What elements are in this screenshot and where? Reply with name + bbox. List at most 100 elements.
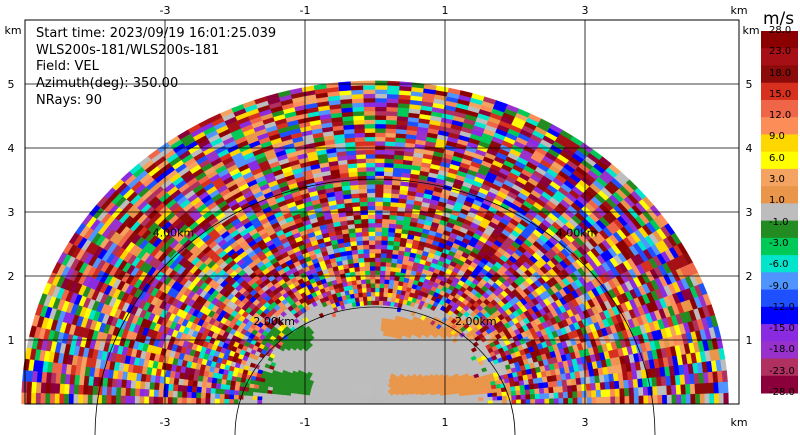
radar-cell (487, 399, 493, 405)
radar-cell (487, 396, 494, 401)
radar-cell (364, 140, 376, 146)
radar-cell (365, 149, 376, 155)
radar-cell (357, 257, 365, 263)
radar-cell (389, 210, 398, 216)
radar-cell (604, 381, 611, 390)
radar-cell (377, 321, 382, 327)
radar-cell (364, 265, 371, 271)
radar-cell (643, 395, 649, 405)
radar-cell (539, 398, 545, 405)
radar-cell (571, 384, 578, 392)
radar-cell (483, 400, 489, 405)
radar-cell (384, 149, 395, 155)
radar-cell (376, 343, 380, 349)
radar-cell (501, 395, 508, 401)
radar-cell (599, 381, 606, 390)
radar-cell (562, 391, 569, 399)
radar-cell (596, 396, 602, 405)
radar-cell (374, 192, 384, 198)
radar-cell (525, 393, 531, 400)
radar-cell (661, 385, 668, 396)
radar-cell (572, 397, 578, 405)
radar-cell (652, 385, 658, 396)
radar-cell (386, 97, 399, 104)
radar-cell (366, 188, 376, 194)
radar-cell (379, 278, 385, 284)
radar-cell (366, 296, 372, 302)
radar-cell (528, 383, 535, 390)
radar-cell (374, 278, 381, 284)
radar-cell (362, 240, 370, 246)
radar-cell (367, 313, 372, 319)
radar-cell (374, 313, 379, 319)
radar-cell (666, 394, 673, 405)
radar-cell (377, 326, 382, 332)
radar-cell (368, 326, 373, 332)
radar-cell (464, 397, 470, 402)
radar-cell (359, 270, 366, 276)
radar-cell (689, 383, 696, 395)
radar-cell (391, 180, 401, 186)
radar-cell (367, 222, 376, 228)
radar-cell (390, 193, 400, 199)
radar-cell (590, 382, 597, 391)
radar-cell (511, 399, 517, 405)
radar-cell (534, 393, 541, 400)
radar-cell (362, 80, 376, 86)
radar-cell (365, 171, 376, 176)
radar-cell (355, 231, 363, 238)
radar-cell (553, 392, 559, 399)
radar-cell (374, 227, 382, 232)
radar-cell (374, 140, 386, 146)
radar-cell (381, 218, 390, 224)
radar-cell (358, 197, 368, 203)
radar-cell (638, 395, 644, 405)
radar-cell (351, 197, 360, 203)
radar-cell (382, 296, 388, 302)
radar-cell (385, 257, 393, 263)
radar-cell (552, 386, 559, 393)
radar-cell (363, 119, 376, 125)
radar-cell (354, 141, 366, 147)
radar-cell (721, 369, 728, 383)
radar-cell (374, 205, 383, 211)
radar-cell (385, 115, 398, 121)
radar-cell (374, 171, 385, 176)
radar-cell (364, 136, 376, 142)
radar-cell (492, 395, 498, 401)
radar-cell (519, 384, 526, 391)
radar-cell (356, 171, 367, 177)
radar-cell (662, 394, 668, 405)
radar-cell (363, 97, 376, 103)
radar-cell (384, 313, 390, 319)
radar-cell (384, 141, 396, 147)
radar-cell (358, 188, 368, 194)
radar-cell (379, 287, 385, 293)
radar-cell (709, 392, 715, 405)
radar-cell (581, 390, 588, 398)
radar-cell (623, 387, 630, 397)
radar-cell (354, 270, 361, 277)
radar-cell (374, 352, 378, 357)
radar-cell (385, 110, 398, 117)
radar-cell (374, 80, 388, 86)
radar-cell (361, 227, 369, 233)
radar-cell (368, 227, 376, 232)
radar-cell (379, 270, 386, 276)
radar-cell (374, 89, 388, 95)
radar-cell (349, 184, 359, 190)
radar-cell (386, 240, 394, 246)
radar-cell (374, 166, 385, 172)
radar-cell (383, 287, 389, 293)
radar-cell (390, 188, 400, 195)
radar-cell (356, 244, 364, 250)
radar-cell (388, 279, 395, 285)
radar-cell (380, 240, 388, 246)
radar-cell (355, 149, 366, 155)
radar-cell (525, 398, 531, 405)
radar-cell (567, 391, 574, 399)
radar-cell (619, 395, 626, 405)
radar-cell (387, 292, 393, 298)
radar-cell (353, 214, 362, 220)
